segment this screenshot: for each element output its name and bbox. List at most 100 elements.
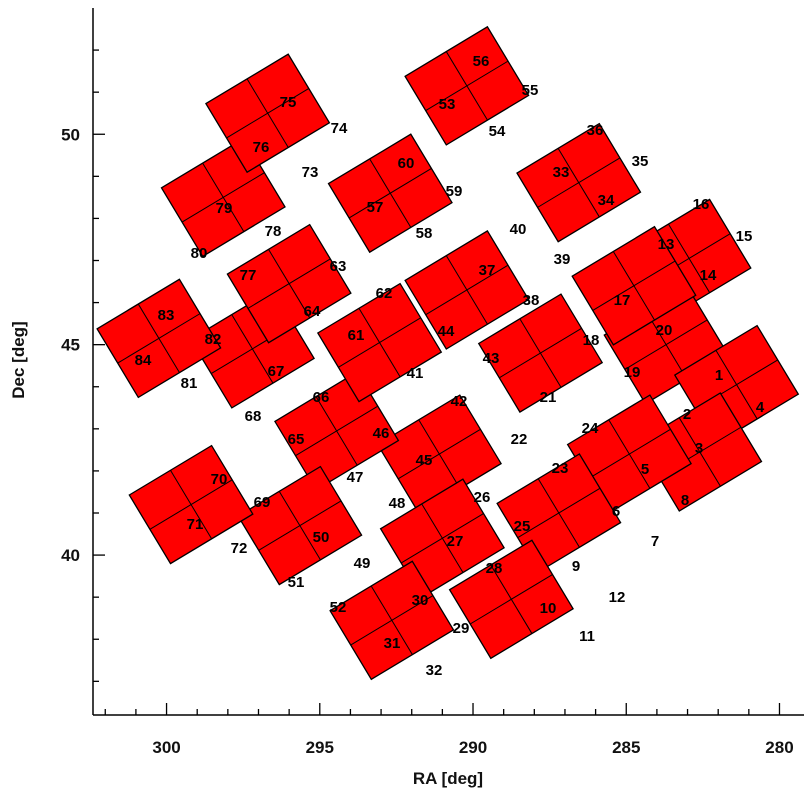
ccd-divider [537, 157, 621, 208]
ccd-number-label: 84 [135, 352, 152, 369]
ccd-number-label: 5 [641, 461, 649, 478]
ccd-divider [226, 88, 310, 139]
ccd-number-label: 58 [416, 225, 433, 242]
ccd-divider [624, 319, 708, 370]
ccd-number-label: 61 [348, 327, 365, 344]
ccd-divider [181, 172, 265, 223]
ccd-number-label: 57 [367, 199, 384, 216]
ccd-divider [397, 428, 481, 480]
ccd-number-label: 19 [624, 364, 641, 381]
ccd-number-label: 83 [158, 307, 175, 324]
ccd-module [274, 371, 400, 491]
ccd-number-label: 32 [426, 662, 443, 679]
ccd-number-label: 6 [612, 503, 620, 520]
ccd-number-label: 76 [253, 139, 270, 156]
ccd-number-label: 2 [683, 406, 691, 423]
ccd-divider [348, 168, 432, 219]
ccd-number-label: 21 [540, 389, 557, 406]
ccd-number-label: 65 [288, 431, 305, 448]
ccd-number-label: 44 [438, 323, 455, 340]
ccd-number-label: 10 [540, 600, 557, 617]
ccd-number-label: 15 [736, 228, 753, 245]
ccd-number-label: 11 [579, 628, 595, 645]
ccd-number-label: 39 [554, 251, 571, 268]
ccd-number-label: 70 [211, 471, 228, 488]
x-tick-label: 295 [306, 738, 334, 757]
ccd-divider [350, 595, 434, 646]
ccd-module [226, 223, 352, 344]
y-axis-ticks: 40 45 50 [61, 49, 105, 682]
ccd-number-label: 79 [216, 200, 233, 217]
ccd-number-label: 35 [632, 153, 649, 170]
module-labels: 1234567891011121314151617181920212223242… [135, 53, 765, 679]
ccd-number-label: 1 [715, 367, 723, 384]
ccd-number-label: 67 [268, 363, 285, 380]
ccd-divider [469, 574, 553, 625]
ccd-number-label: 3 [695, 440, 703, 457]
ccd-number-label: 36 [587, 122, 604, 139]
ccd-number-label: 30 [412, 592, 429, 609]
ccd-module [96, 278, 222, 399]
ccd-module [516, 122, 642, 243]
ccd-module [316, 282, 443, 403]
ccd-number-label: 29 [453, 620, 470, 637]
ccd-number-label: 41 [407, 365, 424, 382]
ccd-divider [117, 313, 201, 364]
ccd-module [571, 225, 697, 346]
ccd-number-label: 33 [553, 164, 570, 181]
ccd-module [128, 444, 254, 565]
ccd-divider [400, 513, 484, 564]
ccd-module [404, 230, 530, 350]
ccd-number-label: 71 [187, 516, 204, 533]
ccd-number-label: 82 [205, 331, 222, 348]
ccd-number-label: 46 [373, 425, 390, 442]
ccd-number-label: 9 [572, 558, 580, 575]
ccd-number-label: 13 [658, 236, 675, 253]
y-tick-label: 40 [61, 546, 80, 565]
ccd-number-label: 24 [582, 420, 599, 437]
ccd-number-label: 54 [489, 123, 506, 140]
ccd-number-label: 48 [389, 495, 406, 512]
ccd-number-label: 8 [681, 492, 689, 509]
y-axis-label: Dec [deg] [9, 321, 28, 398]
ccd-number-label: 20 [656, 322, 673, 339]
ccd-number-label: 45 [416, 452, 433, 469]
module-layer [96, 25, 800, 681]
ccd-number-label: 4 [756, 399, 765, 416]
ccd-module [376, 394, 502, 514]
ccd-number-label: 68 [245, 408, 262, 425]
ccd-number-label: 49 [354, 555, 371, 572]
ccd-divider [425, 264, 509, 316]
ccd-number-label: 74 [331, 120, 348, 137]
ccd-module [637, 392, 763, 512]
ccd-number-label: 78 [265, 223, 282, 240]
ccd-module [327, 133, 453, 254]
ccd-divider [587, 428, 671, 480]
ccd-number-label: 16 [693, 196, 710, 213]
ccd-number-label: 80 [191, 245, 208, 262]
x-tick-label: 290 [459, 738, 487, 757]
ccd-number-label: 22 [511, 431, 528, 448]
x-axis-ticks: 300 295 290 285 280 [104, 703, 794, 757]
ccd-module [205, 53, 331, 174]
ccd-number-label: 63 [330, 258, 347, 275]
ccd-number-label: 34 [598, 192, 615, 209]
ccd-number-label: 75 [280, 94, 297, 111]
ccd-divider [517, 487, 601, 539]
ccd-number-label: 52 [330, 599, 347, 616]
ccd-number-label: 18 [583, 332, 600, 349]
x-tick-label: 280 [765, 738, 793, 757]
ccd-number-label: 60 [398, 155, 415, 172]
ccd-number-label: 12 [609, 589, 626, 606]
y-tick-label: 45 [61, 336, 80, 355]
x-axis-label: RA [deg] [413, 769, 483, 788]
ccd-number-label: 40 [510, 221, 527, 238]
ccd-divider [338, 317, 421, 368]
ccd-number-label: 27 [447, 533, 464, 550]
ccd-number-label: 72 [231, 540, 248, 557]
ccd-divider [592, 260, 676, 311]
ccd-number-label: 56 [473, 53, 490, 70]
ccd-number-label: 55 [522, 82, 539, 99]
x-tick-label: 285 [612, 738, 640, 757]
